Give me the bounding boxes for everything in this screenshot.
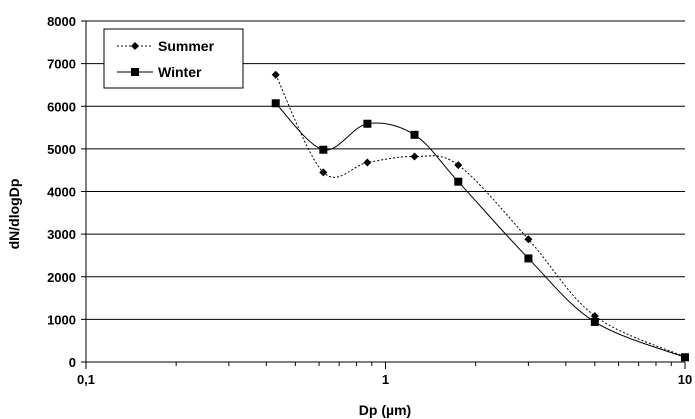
y-tick-label: 3000 <box>47 227 76 242</box>
square-marker <box>319 145 328 154</box>
y-tick-label: 1000 <box>47 312 76 327</box>
diamond-marker <box>524 235 533 244</box>
y-tick-label: 8000 <box>47 14 76 29</box>
legend-marker-winter <box>131 68 139 76</box>
y-tick-label: 7000 <box>47 57 76 72</box>
axes <box>81 20 686 369</box>
y-axis-title: dN/dlogDp <box>6 179 22 250</box>
x-tick-label: 10 <box>678 372 692 387</box>
diamond-marker <box>319 168 328 177</box>
x-tick-labels: 0,1 1 10 <box>77 372 692 387</box>
y-tick-label: 0 <box>69 355 76 370</box>
y-tick-label: 5000 <box>47 142 76 157</box>
diamond-marker <box>454 161 463 170</box>
series-group <box>271 70 689 362</box>
square-marker <box>271 99 280 108</box>
square-marker <box>410 130 419 139</box>
square-marker <box>524 254 533 263</box>
x-tick-label: 1 <box>382 372 389 387</box>
y-tick-label: 2000 <box>47 270 76 285</box>
square-marker <box>363 119 372 128</box>
diamond-marker <box>271 70 280 79</box>
series-line-summer <box>275 74 686 358</box>
series-winter <box>271 99 689 362</box>
legend-box <box>103 28 244 89</box>
x-tick-label: 0,1 <box>77 372 95 387</box>
y-tick-labels: 0 1000 2000 3000 4000 5000 6000 7000 8000 <box>47 14 76 370</box>
legend: Summer Winter <box>103 28 244 89</box>
y-tick-label: 6000 <box>47 99 76 114</box>
legend-marker-summer <box>131 42 139 50</box>
legend-label-summer: Summer <box>158 38 215 54</box>
y-tick-label: 4000 <box>47 185 76 200</box>
x-axis-title: Dp (µm) <box>359 402 411 418</box>
series-summer <box>271 70 689 361</box>
legend-label-winter: Winter <box>158 64 202 80</box>
diamond-marker <box>363 158 372 167</box>
diamond-marker <box>410 152 419 161</box>
square-marker <box>681 353 689 362</box>
square-marker <box>590 317 599 326</box>
square-marker <box>454 177 463 186</box>
